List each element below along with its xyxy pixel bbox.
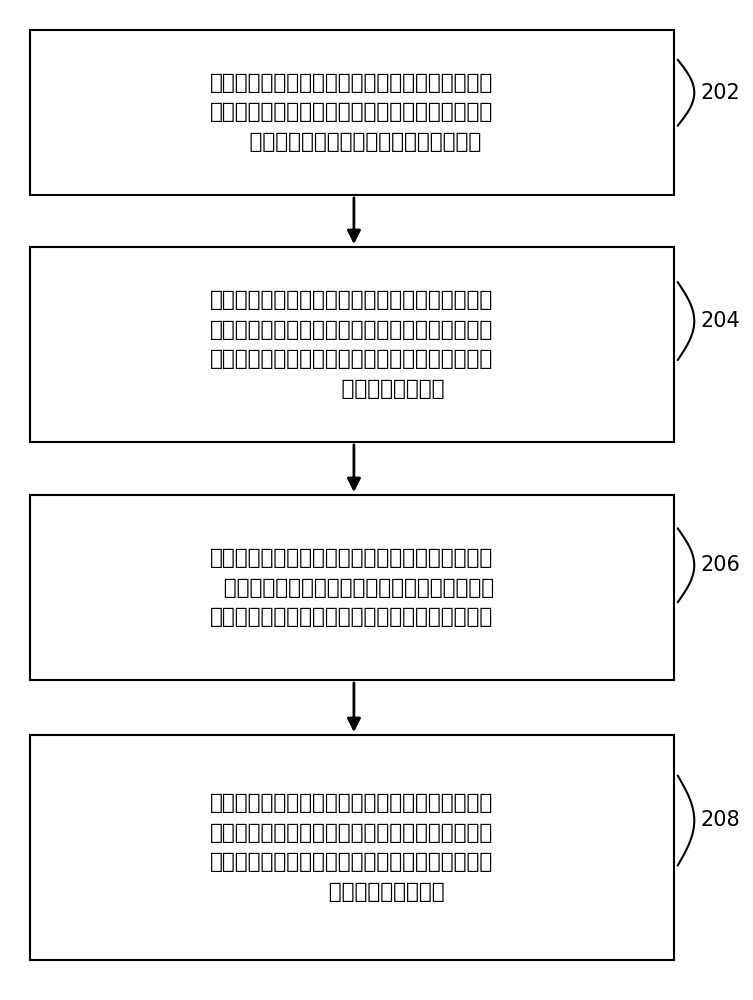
Text: 204: 204 (700, 311, 740, 331)
Text: 在根据所述处理结果确定所述下行信号异常，并确
定所述卫星地面站的信号发射链路不存在故障的情
况下，通过信号模拟终端模拟生成所述信号接收链
           : 在根据所述处理结果确定所述下行信号异常，并确 定所述卫星地面站的信号发射链路不存… (210, 290, 494, 399)
Text: 通过所述信号模拟终端对所述变频处理信号进行解
码，将解码结果与所述故障测试信号对应的故障测
试数据进行比对，根据比对结果确定所述信号接收
          链: 通过所述信号模拟终端对所述变频处理信号进行解 码，将解码结果与所述故障测试信号对… (210, 793, 494, 902)
Text: 206: 206 (700, 555, 740, 575)
Bar (30, 495, 674, 680)
Bar (30, 247, 674, 442)
Text: 将所述故障测试信号输入所述信号发射链路及所述
  信号接收链路进行处理，生成对应的变频处理信
号，将所述变频处理信号返回至所述信号模拟终端: 将所述故障测试信号输入所述信号发射链路及所述 信号接收链路进行处理，生成对应的变… (210, 548, 494, 627)
Text: 202: 202 (700, 83, 740, 103)
Text: 208: 208 (700, 810, 740, 830)
Text: 通过卫星地面站的信号接收链路接收卫星通信设备
返回的下行信号，并通过信号处理模块对所述下行
    信号进行分析处理，生成对应的处理结果: 通过卫星地面站的信号接收链路接收卫星通信设备 返回的下行信号，并通过信号处理模块… (210, 73, 494, 152)
Bar (30, 735, 674, 960)
Bar (30, 30, 674, 195)
